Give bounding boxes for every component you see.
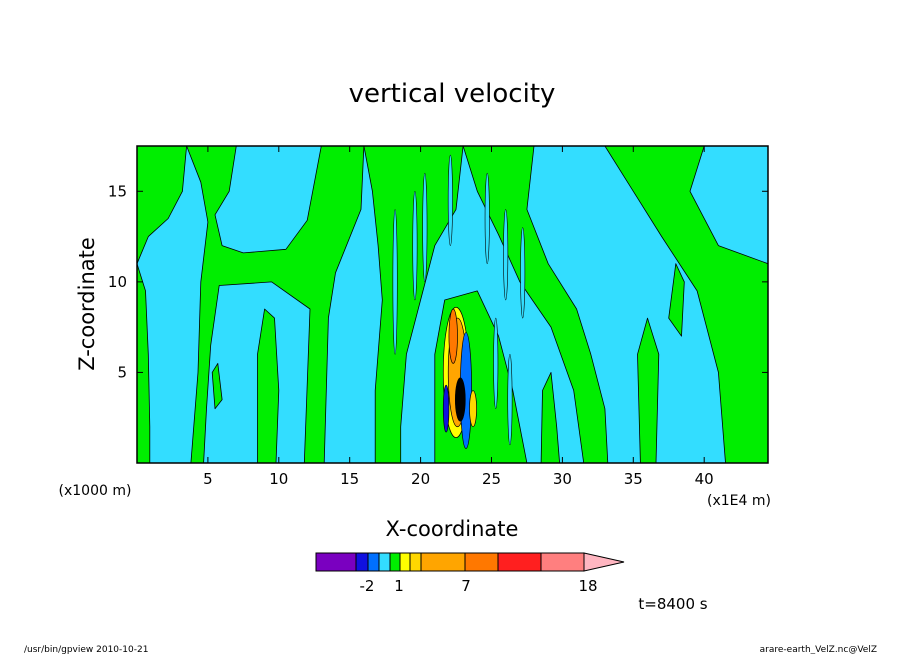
footer-right: arare-earth_VelZ.nc@VelZ	[760, 645, 877, 654]
x-tick-label: 20	[411, 470, 430, 488]
chart-title: vertical velocity	[349, 79, 556, 109]
contour-negative-column	[422, 172, 428, 283]
contour-positive-region	[637, 317, 660, 463]
colorbar-swatch	[367, 552, 380, 572]
colorbar-swatch	[540, 552, 585, 572]
contour-negative-column	[447, 154, 453, 246]
x-axis-label: X-coordinate	[386, 517, 519, 541]
colorbar-arrow	[583, 552, 625, 572]
x-unit-right: (x1E4 m)	[707, 493, 771, 509]
colorbar-swatch	[409, 552, 422, 572]
plot-frame	[136, 145, 769, 464]
contour-positive-region	[186, 146, 365, 463]
x-axis-ticks: 5 10 15 20 25 30 35 40	[203, 146, 714, 488]
x-tick-label: 15	[340, 470, 359, 488]
contour-negative-column	[493, 317, 499, 409]
x-tick-label: 30	[553, 470, 572, 488]
core-contour	[469, 390, 477, 428]
contour-negative-column	[503, 209, 509, 301]
contour-positive-region	[257, 308, 280, 463]
contour-positive-region	[137, 263, 151, 463]
y-tick-label: 10	[108, 273, 127, 291]
convective-core	[442, 306, 477, 449]
colorbar-swatch	[497, 552, 542, 572]
contour-positive-region	[668, 263, 685, 337]
colorbar-label: -2	[360, 577, 375, 595]
y-tick-label: 15	[108, 182, 127, 200]
contour-positive-region	[604, 146, 768, 463]
y-axis-label: Z-coordinate	[75, 237, 99, 371]
colorbar: -2 1 7 18	[315, 552, 625, 595]
colorbar-swatch	[420, 552, 466, 572]
contour-negative-column	[520, 227, 526, 319]
x-tick-label: 35	[624, 470, 643, 488]
core-contour	[442, 384, 450, 433]
plot-area	[137, 146, 768, 463]
colorbar-label: 1	[394, 577, 404, 595]
footer-left: /usr/bin/gpview 2010-10-21	[24, 645, 148, 654]
time-label: t=8400 s	[638, 595, 707, 613]
colorbar-swatch	[378, 552, 391, 572]
colorbar-swatch	[399, 552, 411, 572]
x-tick-label: 40	[695, 470, 714, 488]
contour-positive-region	[540, 372, 560, 463]
colorbar-label: 7	[461, 577, 471, 595]
x-unit-left: (x1000 m)	[59, 483, 132, 499]
contour-negative-column	[392, 209, 398, 355]
contour-negative-column	[507, 354, 513, 446]
x-tick-label: 25	[482, 470, 501, 488]
colorbar-swatch	[315, 552, 357, 572]
x-tick-label: 10	[269, 470, 288, 488]
contour-negative-column	[484, 172, 490, 265]
contour-negative-column	[412, 190, 418, 301]
core-contour	[448, 308, 458, 364]
y-tick-label: 5	[117, 363, 127, 381]
y-axis-ticks: 5 10 15	[108, 182, 768, 381]
x-tick-label: 5	[203, 470, 213, 488]
colorbar-swatch	[355, 552, 369, 572]
colorbar-swatch	[464, 552, 499, 572]
colorbar-label: 18	[578, 577, 597, 595]
contour-positive-region	[211, 363, 223, 410]
colorbar-swatch	[389, 552, 401, 572]
core-contour	[454, 377, 466, 422]
contour-positive-region	[137, 146, 187, 265]
